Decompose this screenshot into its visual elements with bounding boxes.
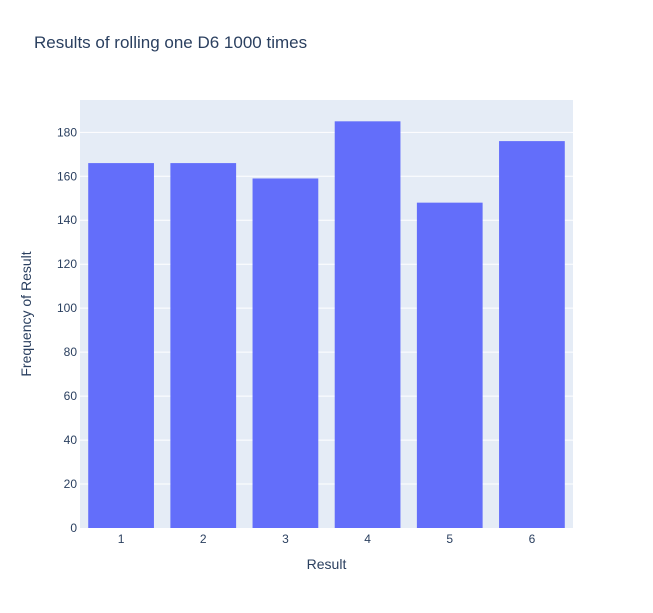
chart-title: Results of rolling one D6 1000 times [34,33,308,52]
plot-area [80,100,573,528]
y-tick-label: 40 [64,433,78,447]
x-tick-label: 5 [446,532,453,546]
y-tick-label: 60 [64,389,78,403]
x-tick-label: 4 [364,532,371,546]
gridlines [80,131,573,485]
x-axis-label: Result [307,556,347,572]
x-tick-label: 3 [282,532,289,546]
x-tick-label: 6 [529,532,536,546]
y-tick-label: 140 [57,213,77,227]
bar-4[interactable] [334,121,401,528]
y-tick-label: 100 [57,301,77,315]
y-tick-label: 80 [64,345,78,359]
x-tick-label: 2 [200,532,207,546]
bar-6[interactable] [499,141,565,528]
y-tick-label: 160 [57,169,77,183]
bar-5[interactable] [416,202,483,528]
y-tick-label: 120 [57,257,77,271]
x-tick-label: 1 [118,532,125,546]
bars [88,121,565,528]
y-axis-ticks: 0 20 40 60 80 100 120 140 160 180 [57,125,77,535]
y-tick-label: 0 [70,521,77,535]
bar-1[interactable] [88,163,154,528]
y-tick-label: 20 [64,477,78,491]
y-tick-label: 180 [57,125,77,139]
x-axis-ticks: 1 2 3 4 5 6 [118,532,536,546]
y-axis-label: Frequency of Result [18,251,34,376]
bar-3[interactable] [252,178,319,528]
bar-2[interactable] [170,163,237,528]
